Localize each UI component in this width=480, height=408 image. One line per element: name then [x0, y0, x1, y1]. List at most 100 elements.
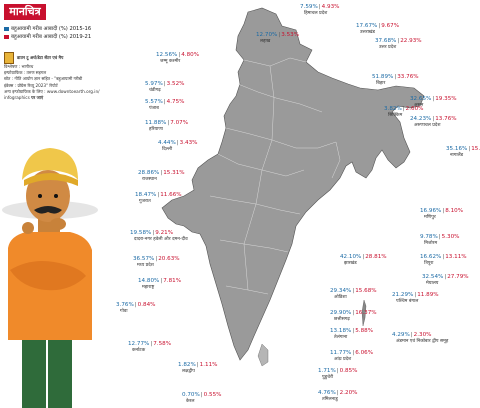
value-2015: 3.82% [384, 106, 402, 112]
state-name-gujarat: गुजरात [139, 199, 151, 204]
value-2015: 1.82% [178, 362, 196, 368]
state-values-gujarat: 18.47%|11.66% [135, 192, 182, 198]
value-separator: | [176, 140, 179, 146]
credit-analysis: विश्लेषण : भागीरथ [4, 64, 34, 69]
credit-infographic: इन्फोग्राफिक : तरुण सहगल [4, 70, 47, 76]
value-2019: 16.37% [355, 310, 377, 316]
value-2019: 5.88% [355, 328, 374, 334]
sri-lanka-shape [257, 343, 269, 367]
value-2019: 0.85% [339, 368, 358, 374]
value-separator: | [442, 254, 445, 260]
state-name-arunachal: अरुणाचल प्रदेश [414, 123, 441, 128]
value-2015: 5.97% [145, 81, 163, 87]
state-name-kerala: केरल [186, 399, 195, 404]
state-name-bihar: बिहार [376, 81, 386, 86]
state-values-puducherry: 1.71%|0.85% [318, 368, 357, 374]
value-2015: 0.70% [182, 392, 200, 398]
state-name-delhi: दिल्ली [162, 147, 173, 152]
value-2015: 4.44% [158, 140, 176, 146]
state-name-haryana: हरियाणा [149, 127, 163, 132]
state-values-tamilnadu: 4.76%|2.20% [318, 390, 357, 396]
state-name-goa: गोवा [120, 309, 128, 314]
value-2019: 5.30% [441, 234, 460, 240]
state-values-tripura: 16.62%|13.11% [420, 254, 467, 260]
value-separator: | [432, 96, 435, 102]
state-name-jk: जम्मू कश्मीर [160, 59, 181, 64]
value-2015: 24.23% [410, 116, 432, 122]
state-values-himachal: 7.59%|4.93% [300, 4, 339, 10]
state-name-up: उत्तर प्रदेश [379, 45, 397, 50]
value-2015: 19.58% [130, 230, 152, 236]
state-name-himachal: हिमाचल प्रदेश [304, 11, 328, 16]
value-2019: 13.76% [435, 116, 457, 122]
legend-label: बहुआयामी गरीब आबादी (%) 2015-16 [11, 26, 92, 32]
value-2015: 5.57% [145, 99, 163, 105]
value-2019: 15.68% [355, 288, 377, 294]
credit-link: अन्य इन्फोग्राफिक के लिए : www.downtoear… [4, 88, 100, 94]
state-name-westbengal: पश्चिम बंगाल [396, 299, 419, 304]
value-2015: 32.65% [410, 96, 432, 102]
value-separator: | [444, 274, 447, 280]
state-values-jk: 12.56%|4.80% [156, 52, 199, 58]
state-values-dnhdd: 19.58%|9.21% [130, 230, 173, 236]
value-separator: | [134, 302, 137, 308]
state-name-nagaland: नागालैंड [450, 153, 464, 158]
value-2015: 4.76% [318, 390, 336, 396]
value-separator: | [196, 362, 199, 368]
state-name-manipur: मणिपुर [424, 215, 436, 220]
value-separator: | [336, 390, 339, 396]
state-name-meghalaya: मेघालय [426, 281, 439, 286]
value-2015: 4.29% [392, 332, 410, 338]
state-values-bihar: 51.89%|33.76% [372, 74, 419, 80]
value-separator: | [157, 192, 160, 198]
state-values-chhattisgarh: 29.90%|16.37% [330, 310, 377, 316]
value-2015: 12.56% [156, 52, 178, 58]
value-2019: 11.66% [160, 192, 182, 198]
value-separator: | [278, 32, 281, 38]
state-name-sikkim: सिक्किम [388, 113, 403, 118]
state-values-arunachal: 24.23%|13.76% [410, 116, 457, 122]
state-values-andaman: 4.29%|2.30% [392, 332, 431, 338]
value-2019: 4.93% [321, 4, 340, 10]
value-2019: 3.52% [166, 81, 185, 87]
value-separator: | [152, 230, 155, 236]
value-2015: 37.68% [375, 38, 397, 44]
value-2015: 12.77% [128, 341, 150, 347]
legend-item-2019: बहुआयामी गरीब आबादी (%) 2019-21 [4, 32, 91, 40]
value-2015: 29.34% [330, 288, 352, 294]
state-name-tamilnadu: तमिलनाडु [322, 397, 338, 402]
state-values-andhra: 11.77%|6.06% [330, 350, 373, 356]
state-values-assam: 32.65%|19.35% [410, 96, 457, 102]
value-2019: 6.06% [355, 350, 374, 356]
value-2015: 35.16% [446, 146, 468, 152]
value-2019: 22.93% [400, 38, 422, 44]
value-2019: 2.20% [339, 390, 358, 396]
value-separator: | [414, 292, 417, 298]
value-separator: | [352, 310, 355, 316]
value-2015: 11.88% [145, 120, 167, 126]
value-2019: 4.80% [181, 52, 200, 58]
value-2015: 9.78% [420, 234, 438, 240]
value-separator: | [432, 116, 435, 122]
legend-swatch-red [4, 34, 9, 39]
value-2019: 8.10% [445, 208, 464, 214]
value-separator: | [468, 146, 471, 152]
value-separator: | [352, 350, 355, 356]
value-2019: 3.53% [281, 32, 300, 38]
state-name-assam: असम [414, 103, 424, 108]
value-2019: 33.76% [397, 74, 419, 80]
value-separator: | [163, 81, 166, 87]
title-text: मानचित्र [9, 5, 41, 18]
value-separator: | [200, 392, 203, 398]
state-name-rajasthan: राजस्थान [142, 177, 157, 182]
org-logo-icon [4, 52, 14, 64]
state-name-andhra: आंध्र प्रदेश [334, 357, 352, 362]
state-name-chandigarh: चंडीगढ़ [149, 88, 161, 93]
state-values-kerala: 0.70%|0.55% [182, 392, 221, 398]
value-2019: 13.11% [445, 254, 467, 260]
value-separator: | [442, 208, 445, 214]
state-values-mp: 36.57%|20.63% [133, 256, 180, 262]
state-name-tripura: त्रिपुरा [424, 261, 434, 266]
value-2019: 0.84% [137, 302, 156, 308]
state-name-karnataka: कर्नाटक [132, 348, 146, 353]
